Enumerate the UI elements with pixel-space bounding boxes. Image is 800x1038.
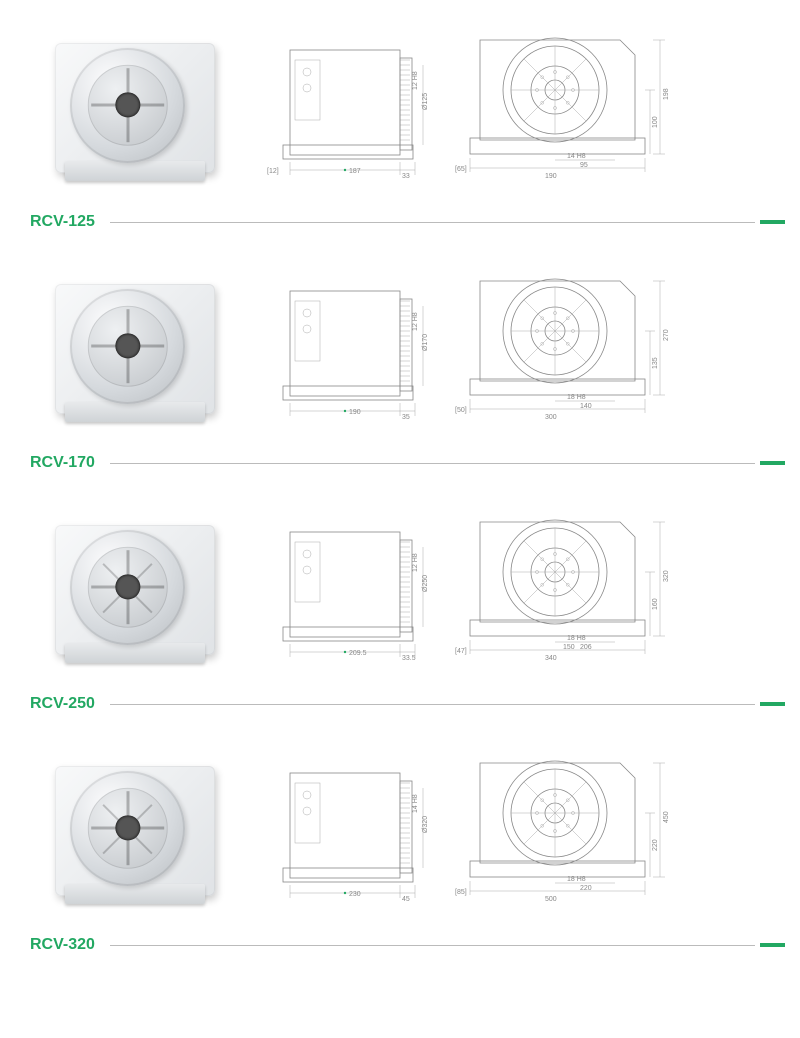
svg-text:[85]: [85] xyxy=(455,889,467,896)
svg-text:220: 220 xyxy=(580,885,592,892)
svg-text:209.5: 209.5 xyxy=(349,650,367,657)
product-row: 209.5 33.5 12 H8 Ø250 340 [47] xyxy=(15,492,785,687)
svg-text:220: 220 xyxy=(652,839,659,851)
side-view-drawing: 190 35 12 H8 Ø170 xyxy=(265,271,435,426)
svg-text:33: 33 xyxy=(402,173,410,180)
svg-text:14 H8: 14 H8 xyxy=(412,794,419,813)
product-row: 190 35 12 H8 Ø170 300 [50] 18 H xyxy=(15,251,785,446)
svg-text:190: 190 xyxy=(349,409,361,416)
product-photo xyxy=(35,505,235,675)
svg-text:35: 35 xyxy=(402,414,410,421)
title-row: RCV-125 xyxy=(15,213,785,231)
title-row: RCV-320 xyxy=(15,936,785,954)
svg-text:340: 340 xyxy=(545,655,557,662)
side-view-drawing: 209.5 33.5 12 H8 Ø250 xyxy=(265,512,435,667)
svg-text:[50]: [50] xyxy=(455,407,467,414)
product-photo xyxy=(35,264,235,434)
product-row: 187 [12] 33 12 H8 Ø125 190 [65] xyxy=(15,10,785,205)
accent-bar xyxy=(760,461,785,465)
svg-text:320: 320 xyxy=(663,570,670,582)
svg-text:14 H8: 14 H8 xyxy=(567,153,586,160)
svg-text:18 H8: 18 H8 xyxy=(567,635,586,642)
divider-line xyxy=(110,945,755,946)
divider-line xyxy=(110,463,755,464)
side-view-drawing: 187 [12] 33 12 H8 Ø125 xyxy=(265,30,435,185)
accent-bar xyxy=(760,943,785,947)
svg-text:18 H8: 18 H8 xyxy=(567,394,586,401)
svg-text:300: 300 xyxy=(545,414,557,421)
product-section: 230 45 14 H8 Ø320 500 [85] 18 H xyxy=(15,733,785,954)
product-section: 209.5 33.5 12 H8 Ø250 340 [47] xyxy=(15,492,785,713)
technical-drawings: 230 45 14 H8 Ø320 500 [85] 18 H xyxy=(265,743,765,918)
divider-line xyxy=(110,704,755,705)
front-view-drawing: 500 [85] 18 H8 220 450 220 xyxy=(455,743,685,918)
model-title: RCV-170 xyxy=(15,454,110,472)
svg-text:187: 187 xyxy=(349,168,361,175)
svg-text:190: 190 xyxy=(545,173,557,180)
svg-text:18 H8: 18 H8 xyxy=(567,876,586,883)
svg-text:206: 206 xyxy=(580,644,592,651)
svg-text:[65]: [65] xyxy=(455,166,467,173)
svg-text:198: 198 xyxy=(663,88,670,100)
accent-bar xyxy=(760,702,785,706)
svg-text:[47]: [47] xyxy=(455,648,467,655)
svg-text:150: 150 xyxy=(563,644,575,651)
divider-line xyxy=(110,222,755,223)
technical-drawings: 187 [12] 33 12 H8 Ø125 190 [65] xyxy=(265,20,765,195)
technical-drawings: 209.5 33.5 12 H8 Ø250 340 [47] xyxy=(265,502,765,677)
accent-bar xyxy=(760,220,785,224)
product-photo xyxy=(35,746,235,916)
svg-text:[12]: [12] xyxy=(267,168,279,175)
model-title: RCV-320 xyxy=(15,936,110,954)
svg-text:140: 140 xyxy=(580,403,592,410)
front-view-drawing: 340 [47] 18 H8 206 150 320 160 xyxy=(455,502,685,677)
svg-text:33.5: 33.5 xyxy=(402,655,416,662)
svg-text:450: 450 xyxy=(663,811,670,823)
title-row: RCV-170 xyxy=(15,454,785,472)
model-title: RCV-250 xyxy=(15,695,110,713)
svg-text:12 H8: 12 H8 xyxy=(412,312,419,331)
technical-drawings: 190 35 12 H8 Ø170 300 [50] 18 H xyxy=(265,261,765,436)
side-view-drawing: 230 45 14 H8 Ø320 xyxy=(265,753,435,908)
front-view-drawing: 190 [65] 14 H8 95 198 100 xyxy=(455,20,685,195)
product-section: 187 [12] 33 12 H8 Ø125 190 [65] xyxy=(15,10,785,231)
product-section: 190 35 12 H8 Ø170 300 [50] 18 H xyxy=(15,251,785,472)
model-title: RCV-125 xyxy=(15,213,110,231)
title-row: RCV-250 xyxy=(15,695,785,713)
product-photo xyxy=(35,23,235,193)
svg-text:500: 500 xyxy=(545,896,557,903)
svg-text:135: 135 xyxy=(652,357,659,369)
svg-text:160: 160 xyxy=(652,598,659,610)
svg-text:95: 95 xyxy=(580,162,588,169)
svg-text:100: 100 xyxy=(652,116,659,128)
front-view-drawing: 300 [50] 18 H8 140 270 135 xyxy=(455,261,685,436)
svg-text:230: 230 xyxy=(349,891,361,898)
svg-text:270: 270 xyxy=(663,329,670,341)
svg-text:12 H8: 12 H8 xyxy=(412,553,419,572)
svg-text:12 H8: 12 H8 xyxy=(412,71,419,90)
product-row: 230 45 14 H8 Ø320 500 [85] 18 H xyxy=(15,733,785,928)
svg-text:45: 45 xyxy=(402,896,410,903)
